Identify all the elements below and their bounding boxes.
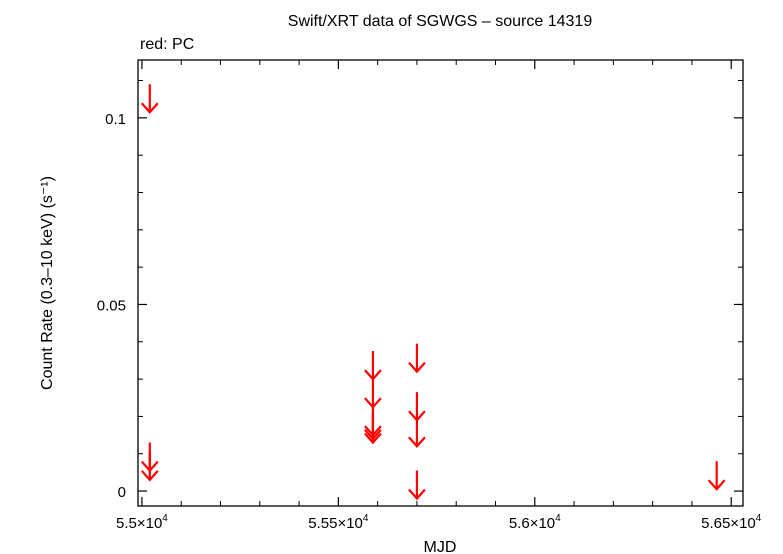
upper-limit-arrow xyxy=(707,461,726,491)
upper-limit-arrow xyxy=(408,392,426,422)
upper-limit-arrow xyxy=(364,414,382,445)
x-tick-label: 5.55×104 xyxy=(308,513,369,532)
y-tick-label: 0.1 xyxy=(105,111,126,128)
x-tick-mantissa: 5.6×10 xyxy=(509,515,555,532)
y-tick-label: 0.05 xyxy=(97,297,126,314)
upper-limit-arrow xyxy=(140,451,159,482)
axis-ticks xyxy=(138,60,743,506)
x-tick-mantissa: 5.55×10 xyxy=(308,515,363,532)
plot-frame xyxy=(137,59,744,507)
x-axis-label: MJD xyxy=(424,539,457,554)
upper-limit-arrow xyxy=(140,84,159,114)
x-tick-exponent: 4 xyxy=(756,513,762,524)
x-tick-label: 5.65×104 xyxy=(701,513,762,532)
upper-limit-arrow xyxy=(408,343,426,374)
chart-subtitle: red: PC xyxy=(140,36,194,53)
x-tick-label: 5.5×104 xyxy=(116,513,168,532)
chart-title: Swift/XRT data of SGWGS – source 14319 xyxy=(288,13,593,30)
data-points xyxy=(140,84,726,501)
y-tick-label: 0 xyxy=(118,484,126,501)
x-tick-label: 5.6×104 xyxy=(509,513,561,532)
x-tick-exponent: 4 xyxy=(162,513,168,524)
upper-limit-arrow xyxy=(408,470,426,501)
x-tick-mantissa: 5.5×10 xyxy=(116,515,162,532)
x-tick-mantissa: 5.65×10 xyxy=(701,515,756,532)
x-tick-exponent: 4 xyxy=(363,513,369,524)
upper-limit-arrow xyxy=(408,418,426,448)
upper-limit-arrow xyxy=(364,351,382,381)
x-tick-exponent: 4 xyxy=(555,513,561,524)
y-axis-label: Count Rate (0.3–10 keV) (s⁻¹) xyxy=(39,176,56,390)
upper-limit-arrow xyxy=(364,379,382,409)
